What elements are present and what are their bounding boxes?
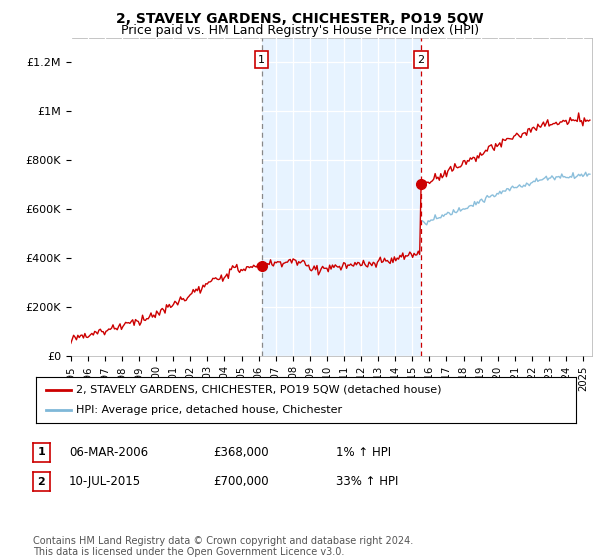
Text: HPI: Average price, detached house, Chichester: HPI: Average price, detached house, Chic… [77, 405, 343, 415]
Text: 10-JUL-2015: 10-JUL-2015 [69, 475, 141, 488]
Text: 2, STAVELY GARDENS, CHICHESTER, PO19 5QW: 2, STAVELY GARDENS, CHICHESTER, PO19 5QW [116, 12, 484, 26]
Text: 2: 2 [418, 55, 425, 65]
Text: 2, STAVELY GARDENS, CHICHESTER, PO19 5QW (detached house): 2, STAVELY GARDENS, CHICHESTER, PO19 5QW… [77, 385, 442, 395]
Bar [262, 38, 421, 356]
Text: 1: 1 [38, 447, 45, 458]
Text: 1% ↑ HPI: 1% ↑ HPI [336, 446, 391, 459]
Text: 2: 2 [38, 477, 45, 487]
Text: Price paid vs. HM Land Registry's House Price Index (HPI): Price paid vs. HM Land Registry's House … [121, 24, 479, 36]
Text: 33% ↑ HPI: 33% ↑ HPI [336, 475, 398, 488]
Text: £368,000: £368,000 [213, 446, 269, 459]
Text: Contains HM Land Registry data © Crown copyright and database right 2024.
This d: Contains HM Land Registry data © Crown c… [33, 535, 413, 557]
Text: £700,000: £700,000 [213, 475, 269, 488]
Text: 06-MAR-2006: 06-MAR-2006 [69, 446, 148, 459]
Text: 1: 1 [258, 55, 265, 65]
